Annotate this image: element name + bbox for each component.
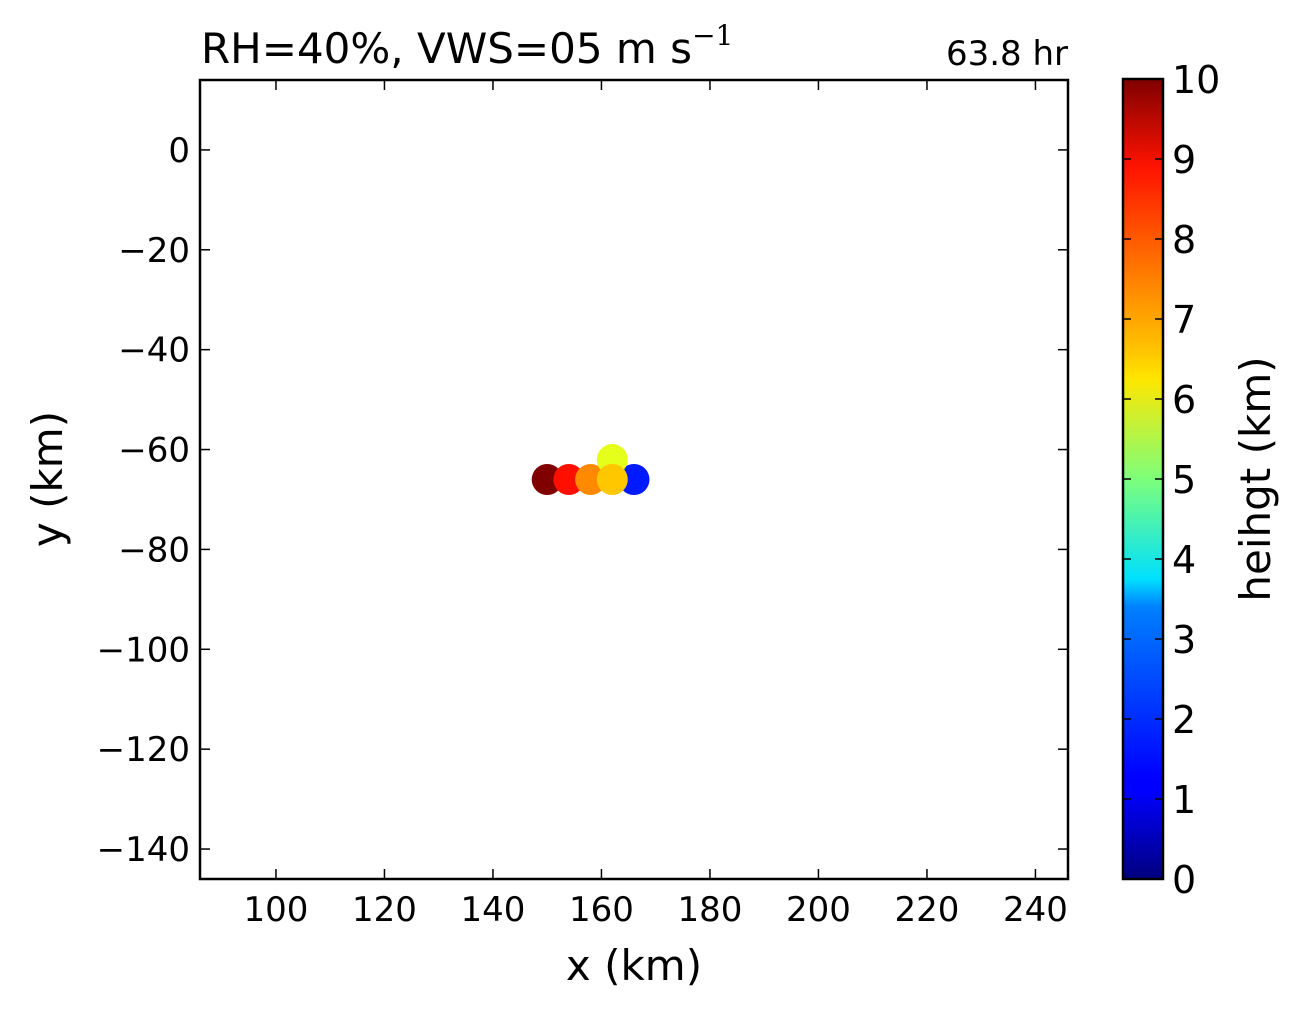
x-tick-label: 160 (569, 890, 634, 930)
x-tick-label: 240 (1003, 890, 1068, 930)
x-tick-label: 220 (894, 890, 959, 930)
colorbar-tick-label: 0 (1172, 858, 1196, 902)
y-tick-label: −80 (118, 530, 190, 570)
colorbar-tick-label: 2 (1172, 698, 1196, 742)
colorbar-tick-label: 4 (1172, 538, 1196, 582)
y-tick-label: −40 (118, 331, 190, 371)
x-tick-label: 180 (677, 890, 742, 930)
scatter-point (618, 464, 650, 495)
scatter-point (596, 464, 628, 495)
x-tick-label: 200 (786, 890, 851, 930)
y-tick-label: −100 (97, 630, 190, 670)
y-tick-label: −120 (97, 730, 190, 770)
colorbar-tick-label: 3 (1172, 618, 1196, 662)
colorbar-tick-label: 10 (1172, 58, 1220, 102)
data-points (531, 444, 650, 495)
y-axis-label: y (km) (23, 411, 72, 547)
colorbar-label: heihgt (km) (1231, 356, 1280, 601)
colorbar-tick-label: 5 (1172, 458, 1196, 502)
plot-area: 100 120 140 160 180 200 220 240 0 −20 −40 −60 −80 −1… (97, 78, 1070, 930)
scatter-point (553, 464, 585, 495)
colorbar-tick-label: 8 (1172, 218, 1196, 262)
x-tick-label: 140 (460, 890, 525, 930)
scatter-point (575, 464, 607, 495)
chart-title-superscript: −1 (692, 19, 733, 52)
time-label: 63.8 hr (946, 34, 1068, 74)
x-tick-label: 120 (352, 890, 417, 930)
chart-title: RH=40%, VWS=05 m s−1 (201, 19, 733, 73)
x-axis-ticks: 100 120 140 160 180 200 220 240 (243, 80, 1068, 930)
y-tick-label: 0 (168, 131, 190, 171)
colorbar: 0 1 2 3 4 5 6 7 8 9 10 (1121, 58, 1220, 902)
x-tick-label: 100 (243, 890, 308, 930)
colorbar-tick-label: 6 (1172, 378, 1196, 422)
scatter-point (531, 464, 563, 495)
colorbar-tick-label: 1 (1172, 778, 1196, 822)
y-axis-ticks: 0 −20 −40 −60 −80 −100 −120 −140 (97, 131, 1068, 870)
colorbar-ticks: 0 1 2 3 4 5 6 7 8 9 10 (1123, 58, 1220, 902)
colorbar-tick-label: 7 (1172, 298, 1196, 342)
chart-title-text: RH=40%, VWS=05 m s (201, 24, 692, 73)
x-axis-label: x (km) (566, 941, 702, 990)
y-tick-label: −20 (118, 231, 190, 271)
y-tick-label: −140 (97, 830, 190, 870)
colorbar-tick-label: 9 (1172, 138, 1196, 182)
y-tick-label: −60 (118, 431, 190, 471)
